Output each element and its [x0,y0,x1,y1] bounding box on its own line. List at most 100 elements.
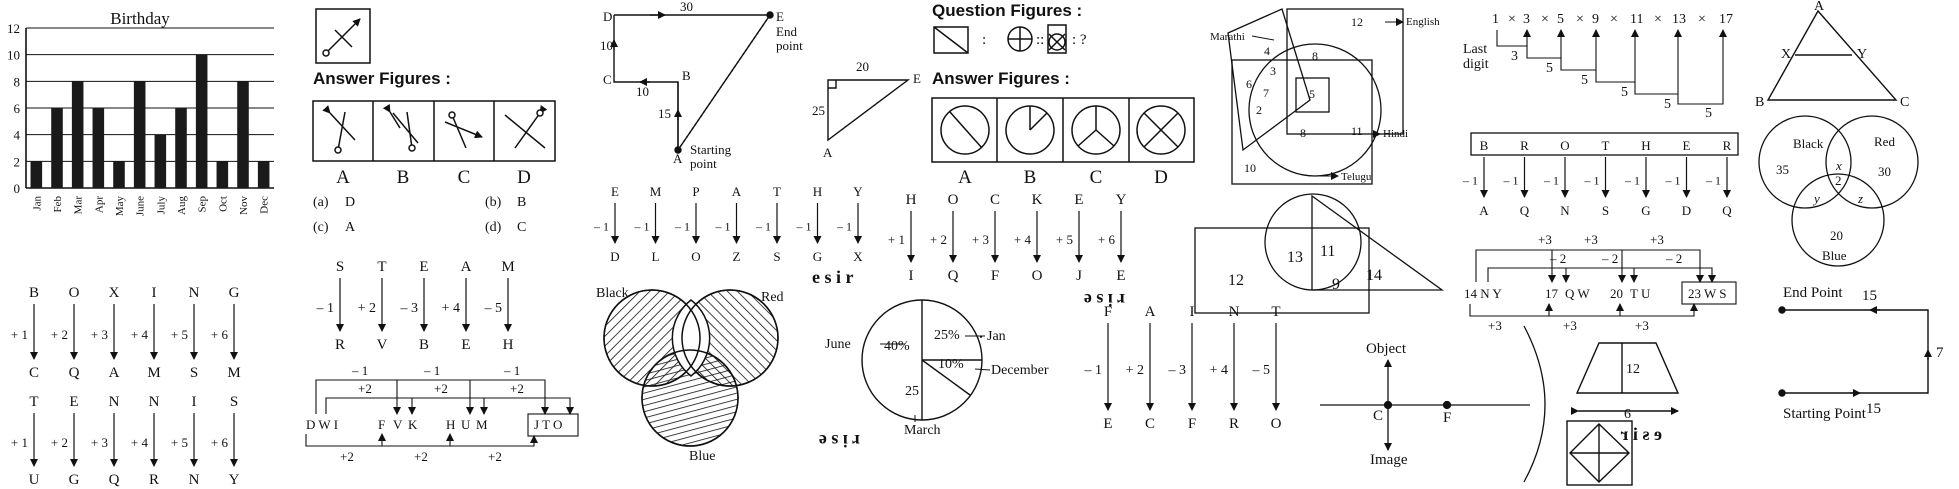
svg-text:13: 13 [1672,12,1686,27]
bar [154,134,167,188]
svg-text:14 N Y: 14 N Y [1464,286,1502,301]
last-digit-brackets [1496,29,1727,105]
svg-text:+2: +2 [414,449,428,464]
code-step: – 1 [674,220,690,234]
svg-text:Black: Black [596,286,629,301]
svg-text:+2: +2 [488,449,502,464]
code-top-letter: F [1104,304,1112,320]
svg-text:9: 9 [1332,276,1340,293]
x-tick-label: Dec [259,196,271,214]
path-labels: 30 10 10 15 D E C B A End point Starting… [600,0,803,171]
svg-text:5: 5 [1664,97,1671,112]
x-tick-label: May [114,196,126,217]
birthday-bar-chart: Birthday 0 2 4 6 8 10 12 Jan Feb Mar Apr May June Ju… [7,9,274,216]
answer-figure-labels-2: A B C D [958,167,1168,188]
code-step: + 4 [442,301,460,316]
answer-figures-heading-2: Answer Figures : [932,69,1070,88]
svg-text:A: A [345,220,356,235]
code-step: – 1 [1543,174,1559,188]
svg-text:March: March [904,423,941,438]
code-step: – 1 [593,220,609,234]
mirror-texts: e s i r r i s e r i s e e s i r [812,267,1662,451]
code-step: + 4 [1014,232,1032,247]
code-top-letter: T [773,184,781,199]
code-top-letter: A [1145,304,1156,320]
code-bottom-letter: A [1479,203,1489,218]
svg-text:11: 11 [1320,243,1335,260]
code-bottom-letter: Q [109,472,120,488]
svg-text:1: 1 [1492,12,1499,27]
ny-series: 14 N Y 17 Q W 20 T U 23 W S +3 +3 +3 – 2… [1464,232,1727,333]
svg-text:– 1: – 1 [503,363,520,378]
code-top-letter: N [189,285,200,301]
svg-text:J T O: J T O [534,417,562,432]
x-tick-label: Mar [73,196,85,215]
bar [51,108,63,188]
svg-text:– 1: – 1 [351,363,368,378]
svg-text:December: December [991,363,1049,378]
code-step: – 1 [1665,174,1681,188]
code-bottom-letter: R [335,337,345,353]
code-bottom-letter: R [1229,416,1239,432]
svg-text:9: 9 [1592,12,1599,27]
code-top-letter: K [1032,192,1043,208]
code-step: + 2 [51,435,68,450]
svg-text:5: 5 [1557,12,1564,27]
pie-labels: 25% 10% 25 40% Jan December March June [825,328,1049,438]
code-step: – 1 [715,220,731,234]
code-step: + 4 [1210,363,1228,378]
svg-text:C: C [458,167,471,188]
code-step: – 3 [400,301,419,316]
svg-text:r i s e: r i s e [819,431,860,451]
x-tick-label: Jan [31,196,43,211]
svg-text:Marathi: Marathi [1210,31,1245,43]
code-top-letter: O [948,192,959,208]
svg-text:– 1: – 1 [423,363,440,378]
svg-text:2: 2 [1835,173,1842,188]
svg-text:M: M [476,417,488,432]
svg-text:D: D [345,195,355,210]
svg-text:End Point: End Point [1783,285,1843,301]
code-top-letter: N [1229,304,1240,320]
question-figure-1 [315,8,371,64]
code-top-letter: I [192,394,197,410]
code-bottom-letter: J [1076,268,1082,284]
svg-text:::: :: [1036,32,1044,48]
code-top-letter: B [1480,138,1489,153]
svg-text:point: point [690,156,717,171]
svg-text:point: point [776,38,803,53]
code-bottom-letter: F [1188,416,1196,432]
code-top-letter: O [69,285,80,301]
steam-code: S – 1 R T + 2 V E – 3 B A + 4 E M – 5 H [316,259,515,353]
code-top-letter: E [419,259,428,275]
code-top-letter: M [501,259,514,275]
code-bottom-letter: R [149,472,159,488]
code-step: – 1 [1584,174,1600,188]
svg-text:Blue: Blue [1822,248,1847,263]
ny-series-brackets [1469,249,1737,317]
svg-text:B: B [1024,167,1037,188]
svg-text:A: A [823,145,833,160]
code-step: – 1 [755,220,771,234]
svg-text:×: × [1698,12,1706,27]
x-tick-label: Aug [176,196,188,215]
trapezium-diagram [1566,342,1680,486]
svg-text:Hindi: Hindi [1383,128,1408,140]
svg-text:X: X [1781,47,1791,62]
triangle-xy [1766,9,1898,101]
svg-text:Blue: Blue [689,449,715,464]
code-top-letter: A [732,184,742,199]
y-tick-label: 2 [14,154,21,169]
pie-leaders [880,335,991,422]
code-bottom-letter: O [1271,416,1282,432]
svg-text:5: 5 [1309,87,1315,101]
svg-text:Starting Point: Starting Point [1783,406,1867,422]
code-step: – 1 [1705,174,1721,188]
svg-text:8: 8 [1312,49,1318,63]
svg-text:x: x [1835,158,1842,173]
code-top-letter: S [336,259,344,275]
svg-text:×: × [1541,12,1549,27]
code-top-letter: Y [853,184,863,199]
svg-text:z: z [1857,191,1863,206]
